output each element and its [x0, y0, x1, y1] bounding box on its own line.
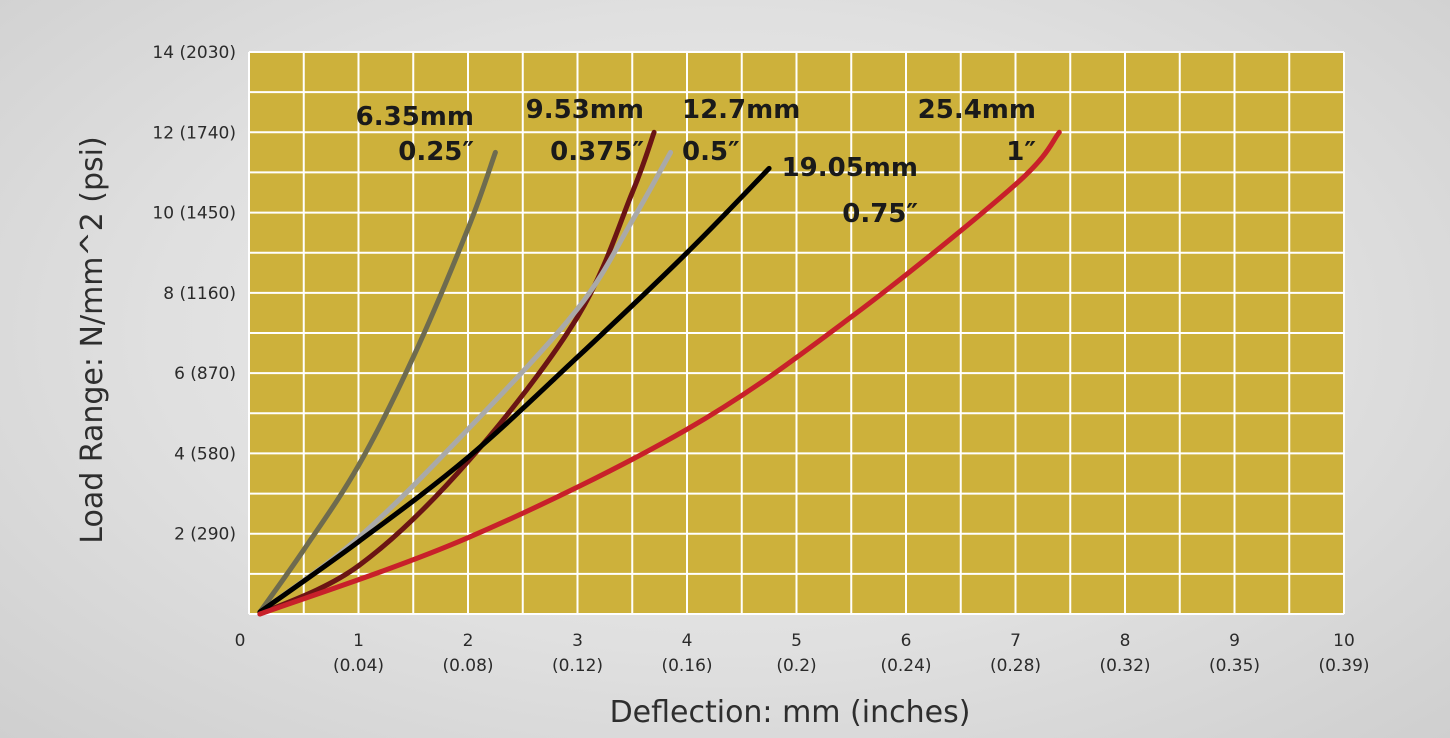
x-tick-label-in: (0.39): [1318, 656, 1369, 676]
series-label-in-2: 0.5″: [682, 137, 740, 167]
x-tick-label-in: (0.16): [661, 656, 712, 676]
x-tick-label-in: (0.28): [990, 656, 1041, 676]
x-tick-label-mm: 6: [901, 631, 912, 651]
plot-area: [248, 51, 1345, 615]
series-label-in-0: 0.25″: [398, 137, 474, 167]
series-line-1: [257, 129, 657, 617]
series-line-3: [257, 165, 772, 615]
x-tick-label-mm: 10: [1333, 631, 1355, 651]
x-tick-label-mm: 0: [235, 631, 246, 651]
x-tick-label-in: (0.24): [880, 656, 931, 676]
series-label-mm-0: 6.35mm: [356, 102, 474, 132]
series-label-mm-1: 9.53mm: [526, 95, 644, 125]
x-tick-label-in: (0.04): [333, 656, 384, 676]
series-label-in-4: 1″: [1006, 137, 1036, 167]
y-tick-label: 8 (1160): [163, 284, 236, 304]
y-tick-label: 10 (1450): [152, 204, 236, 224]
x-tick-label-mm: 3: [572, 631, 583, 651]
x-tick-label-mm: 8: [1120, 631, 1131, 651]
y-tick-label: 6 (870): [174, 364, 236, 384]
y-tick-label: 14 (2030): [152, 43, 236, 63]
x-tick-label-mm: 9: [1229, 631, 1240, 651]
y-tick-label: 12 (1740): [152, 123, 236, 143]
series-line-0: [257, 149, 498, 615]
x-tick-label-in: (0.12): [552, 656, 603, 676]
x-tick-label-in: (0.2): [776, 656, 816, 676]
x-tick-label-in: (0.35): [1209, 656, 1260, 676]
series-label-in-1: 0.375″: [550, 137, 644, 167]
series-line-4: [257, 129, 1062, 617]
series-labels: 6.35mm 0.25″ 9.53mm 0.375″ 12.7mm 0.5″ 19.05mm…: [356, 95, 1036, 229]
series-label-mm-3: 19.05mm: [782, 153, 918, 183]
axis-ticks: 2 (290)4 (580)6 (870)8 (1160)10 (1450)12…: [152, 43, 1369, 676]
series-label-mm-4: 25.4mm: [918, 95, 1036, 125]
y-axis-title: Load Range: N/mm^2 (psi): [75, 136, 110, 543]
series-label-in-3: 0.75″: [842, 199, 918, 229]
x-axis-title: Deflection: mm (inches): [610, 695, 971, 730]
x-tick-label-in: (0.08): [442, 656, 493, 676]
x-tick-label-mm: 7: [1010, 631, 1021, 651]
series-lines: [257, 129, 1062, 617]
y-tick-label: 4 (580): [174, 444, 236, 464]
x-tick-label-mm: 2: [463, 631, 474, 651]
y-tick-label: 2 (290): [174, 525, 236, 545]
series-label-mm-2: 12.7mm: [682, 95, 800, 125]
x-tick-label-mm: 5: [791, 631, 802, 651]
x-tick-label-mm: 4: [682, 631, 693, 651]
x-tick-label-mm: 1: [353, 631, 364, 651]
x-tick-label-in: (0.32): [1099, 656, 1150, 676]
